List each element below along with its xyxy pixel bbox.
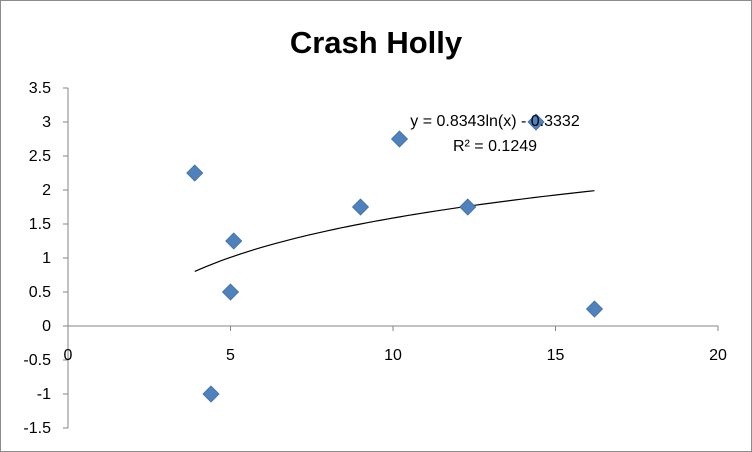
data-point <box>585 300 604 318</box>
y-tick-label: 3.5 <box>29 80 51 97</box>
y-tick-label: -1.5 <box>23 420 51 437</box>
data-point <box>186 164 204 182</box>
data-points <box>186 113 604 403</box>
y-tick-label: 1.5 <box>29 216 51 233</box>
tick-labels: 3.5 3 2.5 2 1.5 1 0.5 0 -0.5 -1 -1.5 0 5 10 15 20 <box>23 80 727 437</box>
data-point <box>225 232 243 250</box>
data-point <box>459 198 477 216</box>
y-tick-label: 0.5 <box>29 284 51 301</box>
trendline <box>194 190 595 272</box>
data-point <box>221 283 240 301</box>
data-point <box>527 113 545 131</box>
data-point <box>390 130 409 148</box>
trendline-r-squared: R² = 0.1249 <box>453 138 537 155</box>
x-tick-label: 10 <box>384 347 402 364</box>
chart-title: Crash Holly <box>290 25 463 60</box>
axes <box>63 87 719 429</box>
trendline-equation: y = 0.8343ln(x) - 0.3332 <box>410 113 580 130</box>
y-tick-label: 3 <box>42 114 51 131</box>
y-tick-label: 2 <box>42 182 51 199</box>
x-tick-label: 0 <box>64 347 73 364</box>
x-tick-label: 5 <box>226 347 235 364</box>
x-tick-label: 15 <box>547 347 565 364</box>
y-tick-label: -0.5 <box>23 352 51 369</box>
x-tick-label: 20 <box>709 347 727 364</box>
data-point <box>202 385 220 403</box>
y-tick-label: 0 <box>42 318 51 335</box>
data-point <box>351 198 370 216</box>
y-tick-label: 2.5 <box>29 148 51 165</box>
y-tick-label: -1 <box>37 386 51 403</box>
y-tick-label: 1 <box>42 250 51 267</box>
